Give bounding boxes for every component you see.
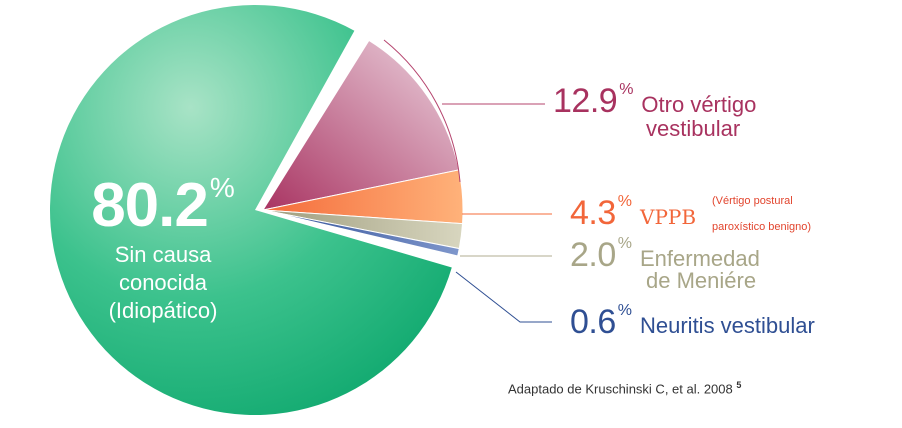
vppb-name: VPPB (640, 205, 697, 229)
label-meniere: 2.0 % Enfermedad (570, 235, 760, 274)
main-line-2: conocida (118, 270, 208, 295)
main-value: 80.2 (91, 171, 209, 240)
slice-neuritis (262, 209, 460, 257)
neuritis-value: 0.6 (570, 303, 616, 341)
vppb-value: 4.3 (570, 194, 616, 232)
source-citation: Adaptado de Kruschinski C, et al. 2008 5 (508, 380, 741, 396)
source-ref: 5 (736, 380, 742, 390)
main-line-3: (Idiopático) (108, 298, 218, 323)
otro-unit: % (619, 81, 634, 98)
main-line-1: Sin causa (114, 242, 212, 267)
otro-line-2: vestibular (646, 116, 741, 141)
label-vppb: 4.3 % VPPB (570, 193, 697, 232)
meniere-value: 2.0 (570, 236, 616, 274)
vppb-unit: % (617, 193, 632, 210)
meniere-unit: % (617, 235, 632, 252)
neuritis-unit: % (617, 302, 632, 319)
meniere-line-1: Enfermedad (640, 246, 760, 271)
neuritis-name: Neuritis vestibular (640, 313, 815, 338)
slice-idiopatico (50, 4, 452, 416)
vppb-note-2: paroxístico benigno) (712, 221, 812, 233)
leader-otro (383, 39, 545, 183)
leader-neuritis (455, 271, 552, 323)
vppb-note-1: (Vértigo postural (712, 195, 793, 207)
main-unit: % (209, 172, 235, 203)
label-idiopatico: 80.2% Sin causa conocida (Idiopático) (78, 170, 248, 325)
otro-value: 12.9 (553, 82, 618, 120)
meniere-line-2: de Meniére (646, 268, 757, 293)
otro-line-1: Otro vértigo (641, 92, 757, 117)
label-neuritis: 0.6 % Neuritis vestibular (570, 302, 815, 341)
source-text: Adaptado de Kruschinski C, et al. 2008 (508, 381, 733, 397)
label-otro: 12.9 % Otro vértigo (553, 81, 757, 120)
